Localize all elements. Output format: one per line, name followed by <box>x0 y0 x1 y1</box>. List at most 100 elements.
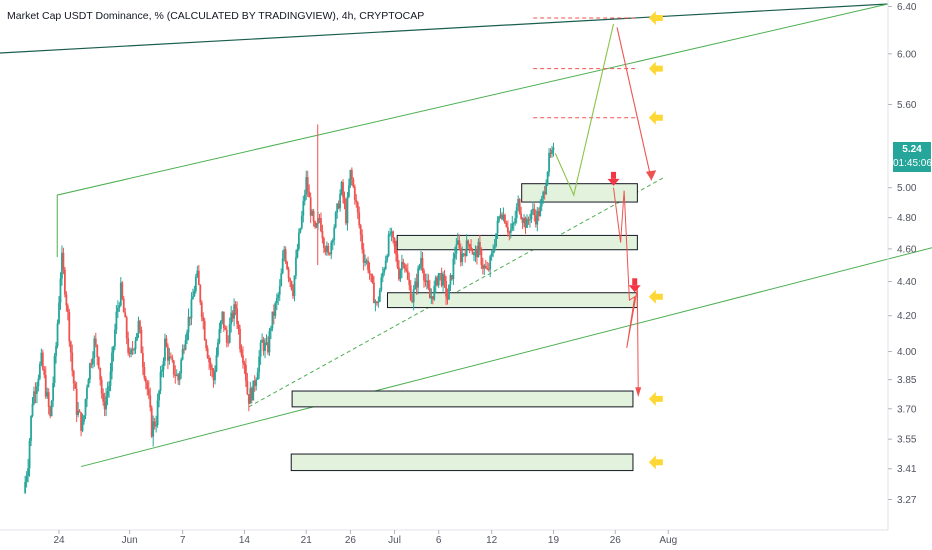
outer-trend-line <box>0 3 889 54</box>
candle-body <box>548 152 550 172</box>
candle-body <box>493 246 496 251</box>
candle-body <box>66 305 69 312</box>
candle-body <box>403 264 406 269</box>
candle-body <box>498 216 500 221</box>
candle-body <box>90 363 93 365</box>
candle-body <box>362 249 365 263</box>
y-tick-label: 4.80 <box>897 213 917 224</box>
candle-body <box>520 213 523 219</box>
bar-countdown: 01:45:06 <box>893 158 932 169</box>
candle-body <box>221 311 224 321</box>
candle-body <box>152 421 155 437</box>
candle-body <box>373 282 375 304</box>
x-tick-label: 6 <box>436 535 442 546</box>
candle-body <box>149 395 152 408</box>
candle-body <box>359 225 362 235</box>
candle-body <box>536 211 539 225</box>
candle-body <box>224 327 227 330</box>
candle-body <box>526 219 528 228</box>
candle-body <box>381 272 384 278</box>
candle-body <box>399 269 402 280</box>
candle-body <box>295 257 297 276</box>
candle-body <box>297 232 300 249</box>
candle-body <box>30 415 32 441</box>
candle-body <box>124 312 127 318</box>
candle-body <box>162 360 165 370</box>
x-tick-label: 24 <box>53 535 65 546</box>
candle-body <box>100 379 103 394</box>
candle-body <box>225 329 228 343</box>
candle-body <box>37 378 40 387</box>
candle-body <box>300 215 303 229</box>
candle-body <box>308 191 311 198</box>
candle-body <box>109 371 112 386</box>
candle-body <box>540 198 543 207</box>
support-zone <box>386 292 638 309</box>
candle-body <box>476 249 478 258</box>
candle-body <box>383 268 386 273</box>
candle-body <box>141 353 144 368</box>
candle-body <box>150 407 153 437</box>
candle-body <box>456 240 459 245</box>
candle-body <box>63 269 66 295</box>
candle-body <box>339 194 341 209</box>
candle-body <box>340 182 343 195</box>
candle-body <box>146 382 149 390</box>
candle-body <box>293 275 296 297</box>
y-tick-label: 3.41 <box>897 464 917 475</box>
candle-body <box>194 276 197 291</box>
candle-body <box>112 346 115 353</box>
candle-body <box>390 231 393 234</box>
annotation-back-layer <box>0 3 932 472</box>
candle-body <box>311 211 314 216</box>
candle-body <box>164 338 166 361</box>
candle-body <box>365 260 368 262</box>
candle-body <box>134 340 137 350</box>
arrow-shape <box>648 391 663 406</box>
support-zone <box>290 453 634 472</box>
candle-body <box>275 298 278 303</box>
candle-body <box>93 338 96 359</box>
candle-body <box>287 268 290 279</box>
candle-body <box>84 399 87 416</box>
candle-body <box>321 231 324 239</box>
candle-body <box>442 274 445 286</box>
candle-body <box>40 352 43 365</box>
candle-body <box>122 298 125 313</box>
candle-body <box>368 269 371 274</box>
candle-body <box>49 406 52 417</box>
candle-body <box>116 307 119 312</box>
candle-body <box>474 249 477 255</box>
candle-body <box>280 273 283 287</box>
y-tick-label: 4.40 <box>897 277 917 288</box>
y-tick-label: 6.40 <box>897 2 917 13</box>
y-tick-label: 4.20 <box>897 311 917 322</box>
candle-body <box>108 385 110 392</box>
candle-body <box>94 338 97 345</box>
candle-body <box>356 202 359 213</box>
candle-body <box>136 333 138 341</box>
candle-body <box>333 227 336 241</box>
candle-body <box>449 275 452 285</box>
candle-body <box>453 253 456 259</box>
candle-body <box>355 199 358 203</box>
candle-body <box>187 316 190 333</box>
candle-body <box>52 382 55 401</box>
candle-body <box>261 339 263 343</box>
candle-body <box>448 284 450 300</box>
candle-body <box>396 254 399 268</box>
candle-body <box>206 348 209 358</box>
candle-body <box>521 218 524 224</box>
candle-body <box>487 269 490 271</box>
candle-body <box>96 344 99 357</box>
candle-body <box>402 262 405 265</box>
candle-body <box>433 285 436 300</box>
candle-body <box>277 294 280 299</box>
x-tick-label: 7 <box>180 535 186 546</box>
candle-body <box>171 357 174 361</box>
candle-body <box>268 330 271 353</box>
candle-body <box>315 223 318 228</box>
candle-body <box>43 369 46 375</box>
candle-body <box>496 220 499 234</box>
